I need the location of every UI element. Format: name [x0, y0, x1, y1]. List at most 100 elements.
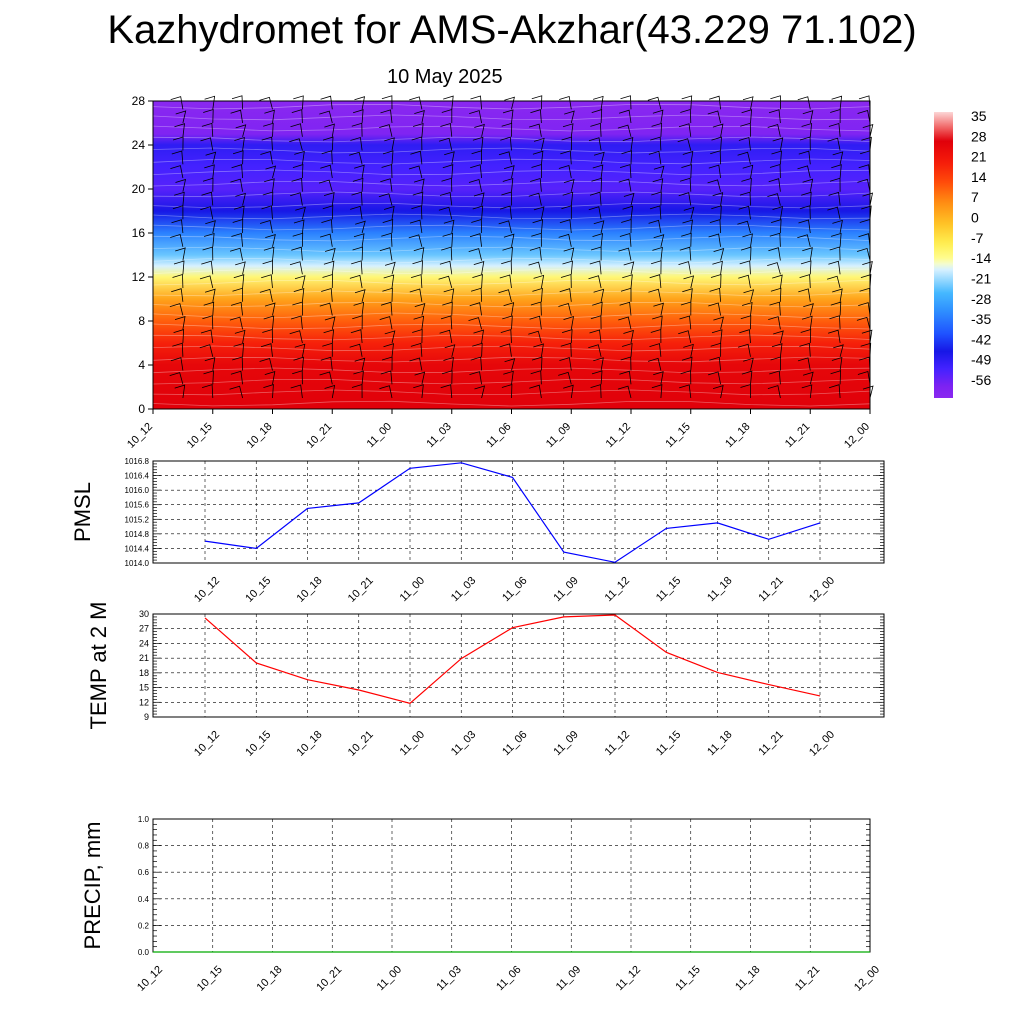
isoline [152, 114, 871, 121]
wind-barb [174, 123, 185, 137]
y-tick-label: 12 [132, 270, 146, 284]
wind-barb [175, 110, 187, 124]
wind-barb [591, 370, 603, 385]
wind-barb [648, 288, 662, 302]
wind-barb [826, 275, 841, 289]
wind-barb [472, 136, 484, 151]
wind-barb [768, 109, 781, 124]
wind-barb [354, 164, 365, 179]
wind-barb [200, 206, 214, 220]
wind-barb [801, 191, 812, 206]
wind-barb [501, 122, 513, 137]
wind-barb [169, 303, 184, 316]
x-tick-label: 10_21 [346, 729, 376, 759]
wind-barb [622, 137, 634, 151]
wind-barb [769, 232, 781, 247]
x-tick-label: 11_15 [654, 575, 684, 605]
wind-barb [352, 246, 364, 261]
wind-barb [201, 191, 214, 206]
wind-barb [263, 384, 274, 399]
wind-barb [564, 110, 575, 124]
wind-barb [829, 177, 841, 192]
x-tick-label: 11_00 [375, 964, 405, 994]
wind-barb [383, 274, 395, 289]
wind-barb [230, 301, 243, 316]
wind-barb [712, 123, 724, 137]
wind-barb [621, 150, 632, 165]
wind-barb [767, 385, 781, 399]
wind-barb [175, 178, 187, 192]
isoline [152, 169, 871, 176]
wind-barb [170, 357, 184, 371]
wind-barb [322, 205, 334, 220]
x-tick-label: 10_12 [192, 729, 222, 759]
wind-barb [469, 110, 482, 124]
wind-barb [349, 343, 363, 357]
wind-barb [259, 219, 273, 234]
wind-barb [233, 342, 245, 357]
wind-barb [440, 315, 453, 330]
colorbar-label: -14 [971, 250, 991, 266]
wind-barb [770, 356, 782, 371]
wind-barb [353, 370, 364, 385]
wind-barb [681, 232, 692, 247]
wind-barb [382, 150, 394, 165]
chart-title: Kazhydromet for AMS-Akzhar(43.229 71.102… [107, 8, 917, 52]
wind-barb [530, 177, 542, 192]
wind-barb [743, 289, 755, 302]
wind-barb [503, 165, 515, 179]
wind-barb [707, 179, 721, 192]
wind-barb [350, 205, 363, 220]
wind-barb [235, 124, 247, 137]
wind-barb [229, 385, 243, 399]
wind-barb [623, 329, 634, 344]
wind-barb [710, 342, 722, 357]
wind-barb [622, 205, 634, 220]
wind-barb [411, 136, 423, 151]
wind-barb [172, 205, 184, 220]
wind-barb [709, 219, 721, 234]
x-tick-label: 11_21 [783, 421, 813, 451]
wind-barb [830, 232, 842, 247]
wind-barb [800, 260, 812, 275]
wind-barb [590, 315, 602, 330]
wind-barb [322, 342, 333, 357]
wind-barb [591, 109, 603, 124]
wind-barb [469, 302, 482, 316]
wind-barb [294, 343, 306, 357]
wind-barb [649, 274, 662, 289]
wind-barb [352, 177, 364, 192]
wind-barb [323, 192, 335, 206]
wind-barb [295, 206, 306, 220]
wind-barb [857, 109, 871, 124]
wind-barb [563, 384, 574, 399]
wind-barb [772, 274, 783, 289]
wind-barb [771, 150, 782, 165]
x-tick-label: 10_15 [243, 575, 273, 605]
wind-barb [322, 273, 333, 289]
wind-barb [588, 275, 602, 289]
wind-barb [231, 95, 243, 110]
wind-barb [231, 164, 243, 179]
y-tick-label: 1015.6 [125, 501, 150, 510]
wind-barb [199, 275, 214, 289]
y-tick-label: 1.0 [138, 815, 150, 824]
wind-barb [679, 315, 692, 330]
wind-barb [412, 260, 423, 275]
wind-barb [264, 109, 275, 124]
wind-barb [470, 287, 482, 302]
wind-barb [352, 315, 363, 330]
wind-barb [292, 232, 304, 247]
wind-barb [263, 315, 275, 330]
wind-barb [379, 247, 393, 261]
wind-barb [413, 247, 425, 261]
wind-barb [739, 260, 751, 275]
y-tick-label: 21 [139, 653, 149, 663]
plot-frame-2 [152, 613, 885, 718]
wind-barb [171, 219, 184, 234]
wind-barb [441, 246, 453, 261]
x-tick-label: 10_18 [255, 964, 285, 994]
wind-barb [678, 123, 692, 137]
wind-barb [683, 206, 695, 220]
